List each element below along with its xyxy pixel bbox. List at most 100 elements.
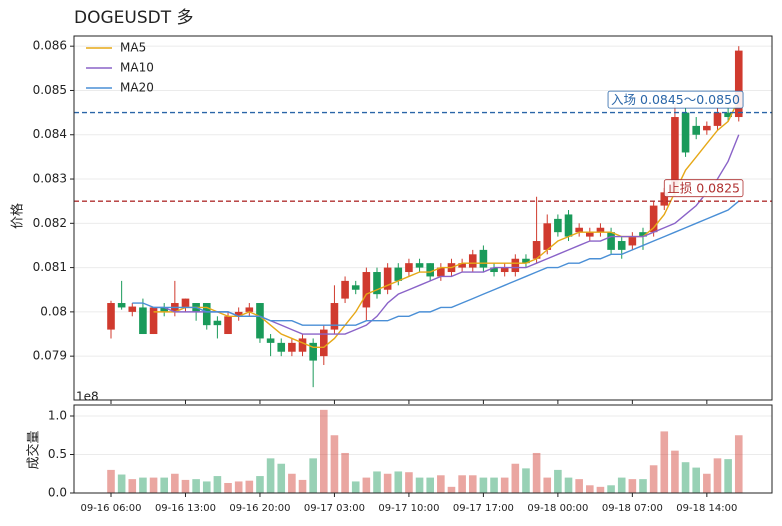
candle-body xyxy=(405,263,413,273)
legend-label: MA20 xyxy=(120,81,154,95)
volume-bar xyxy=(479,477,488,493)
volume-bar xyxy=(458,475,466,493)
volume-bar xyxy=(245,480,254,493)
volume-axis-label: 成交量 xyxy=(26,430,42,469)
legend-label: MA10 xyxy=(120,61,154,75)
volume-bar xyxy=(554,469,562,493)
candle-body xyxy=(564,214,573,237)
candle-body xyxy=(522,258,530,264)
annotation-label: 止损 0.0825 xyxy=(667,181,740,196)
volume-bar xyxy=(681,462,690,493)
volume-bar xyxy=(415,477,424,493)
y-tick-label: 0.0 xyxy=(48,486,67,500)
volume-bar xyxy=(373,471,381,493)
candle-body xyxy=(617,241,626,250)
candle-body xyxy=(351,285,360,290)
volume-bar xyxy=(341,452,349,493)
volume-bar xyxy=(362,477,371,493)
volume-bar xyxy=(734,435,743,493)
candle-body xyxy=(341,280,349,299)
y-tick-label: 0.084 xyxy=(33,127,67,141)
candle-body xyxy=(607,232,615,250)
candle-body xyxy=(266,338,275,343)
candle-body xyxy=(724,112,732,118)
candle-body xyxy=(554,218,562,233)
candle-body xyxy=(117,303,126,308)
volume-bar xyxy=(607,485,615,493)
candle-body xyxy=(437,267,445,277)
candle-body xyxy=(628,236,637,246)
candle-body xyxy=(692,125,700,135)
volume-bar xyxy=(298,479,307,493)
candle-body xyxy=(532,241,541,259)
y-tick-label: 0.08 xyxy=(40,304,67,318)
volume-bar xyxy=(703,473,711,493)
x-tick-label: 09-17 03:00 xyxy=(304,503,365,514)
chart-title: DOGEUSDT 多 xyxy=(74,8,194,28)
volume-bar xyxy=(500,477,509,493)
volume-bar xyxy=(394,471,403,493)
candle-body xyxy=(649,205,658,233)
volume-bar xyxy=(564,477,573,493)
volume-bar xyxy=(320,409,328,493)
volume-bar xyxy=(160,477,168,493)
volume-bar xyxy=(522,468,530,493)
y-tick-label: 0.082 xyxy=(33,216,67,230)
candle-body xyxy=(543,223,552,250)
candle-body xyxy=(596,227,605,233)
volume-bar xyxy=(266,458,275,493)
volume-bar xyxy=(671,450,679,493)
candle-body xyxy=(288,342,296,352)
annotation-label: 入场 0.0845～0.0850 xyxy=(611,92,740,107)
candle-body xyxy=(139,307,147,335)
ma-line xyxy=(153,134,740,335)
volume-bar xyxy=(543,477,552,493)
volume-bar xyxy=(660,431,669,493)
candle-body xyxy=(575,227,583,233)
candle-body xyxy=(415,263,424,268)
y-tick-label: 0.081 xyxy=(33,260,67,274)
y-axis-label: 价格 xyxy=(10,203,26,229)
y-tick-label: 1.0 xyxy=(48,409,67,423)
volume-bar xyxy=(511,463,520,493)
volume-bar xyxy=(405,472,413,493)
y-tick-label: 0.5 xyxy=(48,447,67,461)
x-tick-label: 09-17 17:00 xyxy=(453,503,514,514)
volume-offset-label: 1e8 xyxy=(76,390,99,404)
volume-bar xyxy=(128,479,137,493)
volume-bar xyxy=(724,459,732,493)
volume-bar xyxy=(575,479,583,493)
candle-body xyxy=(256,303,264,339)
volume-frame xyxy=(73,404,773,494)
volume-bar xyxy=(596,486,605,493)
volume-bar xyxy=(468,475,477,493)
candle-body xyxy=(149,307,158,335)
volume-bar xyxy=(277,463,286,493)
candle-body xyxy=(298,338,307,352)
y-tick-label: 0.079 xyxy=(33,349,67,363)
candle-body xyxy=(128,306,137,312)
volume-bar xyxy=(139,477,147,493)
ma-line xyxy=(132,200,740,326)
volume-bar xyxy=(181,479,190,493)
volume-bar xyxy=(586,485,594,493)
volume-bar xyxy=(288,473,296,493)
volume-bar xyxy=(383,473,392,493)
volume-bar xyxy=(351,481,360,493)
candle-body xyxy=(468,254,477,268)
volume-bar xyxy=(171,473,179,493)
volume-bar xyxy=(149,477,158,493)
candle-body xyxy=(511,258,520,273)
candle-body xyxy=(181,298,190,308)
volume-bar xyxy=(234,481,243,493)
candle-body xyxy=(277,342,286,352)
volume-bar xyxy=(628,479,637,493)
candle-body xyxy=(330,303,339,330)
candle-body xyxy=(713,112,722,126)
volume-bar xyxy=(639,479,647,493)
volume-bar xyxy=(617,477,626,493)
y-tick-label: 0.085 xyxy=(33,83,67,97)
candle-body xyxy=(362,272,371,308)
volume-bar xyxy=(192,479,200,493)
